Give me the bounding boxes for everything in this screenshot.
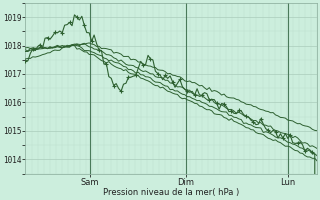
X-axis label: Pression niveau de la mer( hPa ): Pression niveau de la mer( hPa ) <box>103 188 239 197</box>
